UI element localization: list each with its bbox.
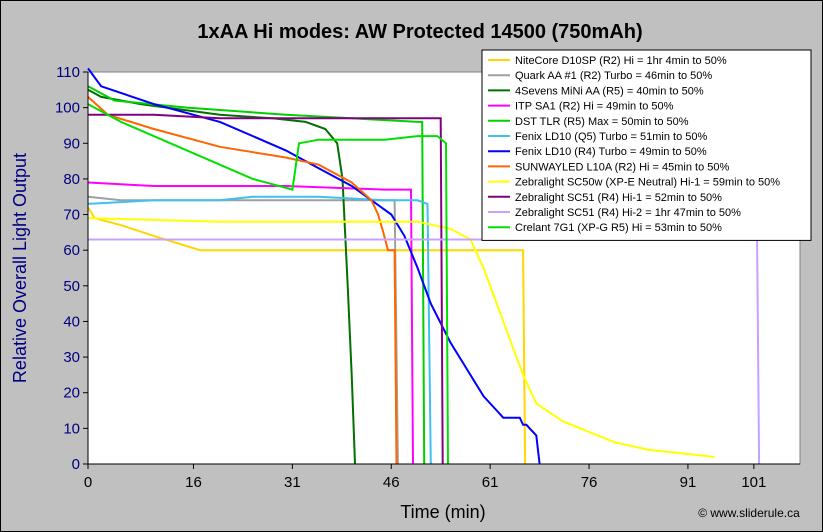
legend-entry: Zebralight SC50w (XP-E Neutral) Hi-1 = 5… — [515, 177, 780, 189]
legend-entry: NiteCore D10SP (R2) Hi = 1hr 4min to 50% — [515, 55, 727, 67]
y-tick-label: 10 — [63, 420, 80, 437]
legend-entry: ITP SA1 (R2) Hi = 49min to 50% — [515, 101, 674, 113]
legend-box — [481, 49, 812, 241]
x-tick-label: 101 — [741, 474, 766, 491]
legend-entry: Quark AA #1 (R2) Turbo = 46min to 50% — [515, 70, 712, 82]
credit-text: © www.sliderule.ca — [698, 506, 800, 520]
series-line-10 — [88, 113, 444, 465]
series-line-8 — [87, 96, 398, 465]
series-line-7 — [87, 67, 541, 465]
y-tick-label: 70 — [63, 207, 80, 224]
legend-entry: Crelant 7G1 (XP-G R5) Hi = 53min to 50% — [515, 222, 722, 234]
chart-title: 1xAA Hi modes: AW Protected 14500 (750mA… — [197, 21, 642, 43]
legend-entry: Zebralight SC51 (R4) Hi-1 = 52min to 50% — [515, 192, 722, 204]
x-tick-label: 61 — [482, 474, 499, 491]
legend-entry: DST TLR (R5) Max = 50min to 50% — [515, 116, 689, 128]
x-tick-label: 0 — [84, 474, 92, 491]
x-tick-label: 31 — [284, 474, 301, 491]
series-line-4 — [87, 181, 414, 465]
x-axis-label: Time (min) — [400, 502, 485, 522]
series-line-5 — [87, 85, 426, 465]
series-line-1 — [87, 206, 527, 465]
legend-entry: Zebralight SC51 (R4) Hi-2 = 1hr 47min to… — [515, 207, 741, 219]
y-tick-label: 90 — [63, 135, 80, 152]
y-tick-label: 30 — [63, 349, 80, 366]
series-line-9 — [87, 217, 715, 458]
y-tick-label: 50 — [63, 278, 80, 295]
y-tick-label: 60 — [63, 242, 80, 259]
x-tick-label: 76 — [581, 474, 598, 491]
y-tick-label: 80 — [63, 171, 80, 188]
legend-entry: 4Sevens MiNi AA (R5) = 40min to 50% — [515, 85, 704, 97]
y-tick-label: 110 — [56, 64, 80, 81]
x-tick-label: 46 — [383, 474, 400, 491]
legend-entry: Fenix LD10 (R4) Turbo = 49min to 50% — [515, 146, 707, 158]
y-tick-label: 40 — [63, 313, 80, 330]
legend: NiteCore D10SP (R2) Hi = 1hr 4min to 50%… — [481, 49, 812, 241]
y-tick-label: 100 — [55, 100, 80, 117]
legend-entry: SUNWAYLED L10A (R2) Hi = 45min to 50% — [515, 161, 729, 173]
y-axis-label: Relative Overall Light Output — [10, 153, 30, 383]
y-tick-label: 20 — [63, 385, 80, 402]
x-tick-label: 91 — [680, 474, 697, 491]
series-line-6 — [87, 195, 432, 465]
series-line-3 — [87, 88, 356, 465]
series-line-12 — [87, 103, 449, 465]
x-tick-label: 16 — [185, 474, 202, 491]
legend-entry: Fenix LD10 (Q5) Turbo = 51min to 50% — [515, 131, 708, 143]
y-tick-label: 0 — [72, 456, 80, 473]
